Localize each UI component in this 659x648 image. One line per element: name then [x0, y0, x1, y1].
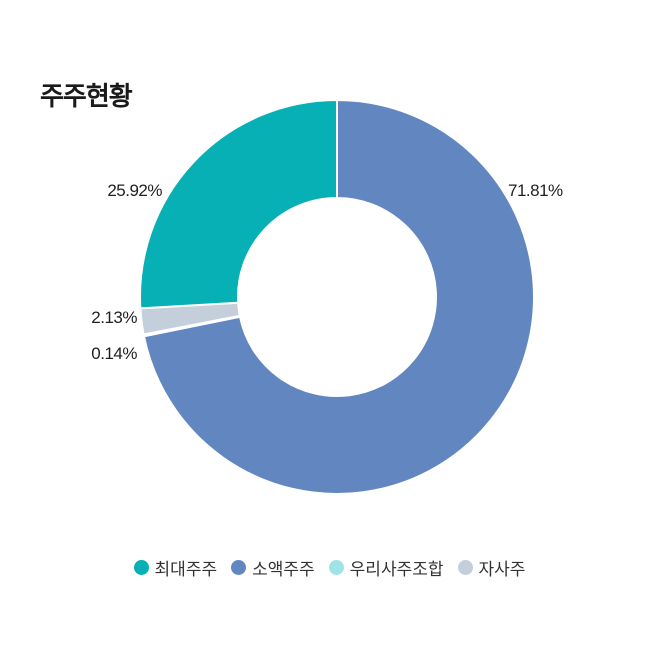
- value-label-우리사주조합: 0.14%: [91, 344, 137, 363]
- donut-slices: [139, 98, 535, 495]
- slice-소액주주: [142, 98, 535, 495]
- legend-swatch: [457, 560, 473, 575]
- chart-title: 주주현황: [40, 82, 133, 112]
- legend-label: 자사주: [478, 560, 526, 580]
- value-label-자사주: 2.13%: [91, 308, 137, 327]
- legend-item-소액주주[interactable]: 소액주주: [231, 555, 315, 580]
- legend-swatch: [328, 560, 344, 575]
- slice-최대주주: [139, 98, 338, 310]
- legend-item-자사주[interactable]: 자사주: [457, 555, 526, 580]
- legend-label: 최대주주: [154, 560, 218, 580]
- legend-item-최대주주[interactable]: 최대주주: [133, 555, 218, 580]
- legend-item-우리사주조합[interactable]: 우리사주조합: [328, 555, 444, 580]
- legend-label: 우리사주조합: [349, 560, 444, 580]
- value-label-소액주주: 71.81%: [508, 181, 563, 200]
- slice-value-labels: 25.92% 71.81% 0.14% 2.13%: [91, 181, 563, 363]
- legend-swatch: [133, 560, 149, 575]
- legend-swatch: [231, 560, 247, 575]
- chart-legend: 최대주주 소액주주 우리사주조합 자사주: [0, 555, 659, 580]
- legend-label: 소액주주: [252, 560, 315, 580]
- value-label-최대주주: 25.92%: [107, 181, 162, 200]
